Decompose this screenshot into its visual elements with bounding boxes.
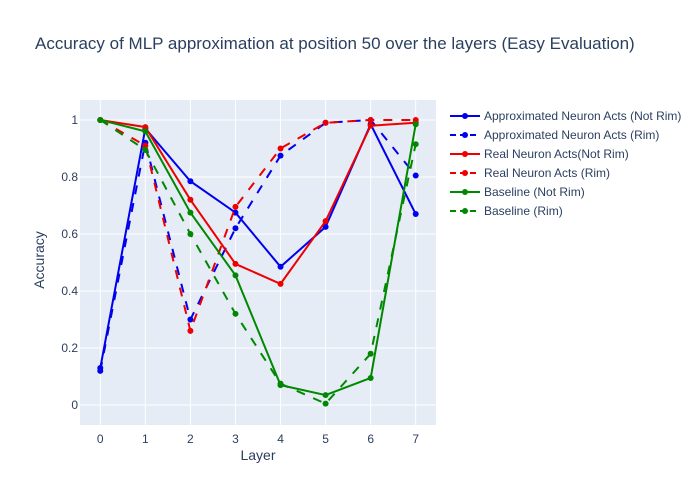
- x-tick-label: 1: [142, 432, 149, 446]
- data-point: [97, 116, 104, 123]
- data-point: [277, 280, 284, 287]
- legend-item[interactable]: Approximated Neuron Acts (Rim): [448, 125, 681, 144]
- legend-swatch: [450, 169, 480, 176]
- data-point: [187, 327, 194, 334]
- data-point: [367, 116, 374, 123]
- legend-item[interactable]: Approximated Neuron Acts (Not Rim): [448, 106, 681, 125]
- data-point: [412, 172, 419, 179]
- x-tick-label: 3: [232, 432, 239, 446]
- data-point: [232, 272, 239, 279]
- series-line: [99, 118, 417, 372]
- legend-item[interactable]: Baseline (Not Rim): [448, 182, 681, 201]
- data-point: [187, 316, 194, 323]
- data-point: [232, 225, 239, 232]
- x-tick-label: 2: [187, 432, 194, 446]
- data-point: [367, 374, 374, 381]
- legend-swatch: [450, 207, 480, 214]
- legend-label: Baseline (Rim): [484, 203, 563, 218]
- legend-swatch: [450, 112, 480, 119]
- data-point: [322, 400, 329, 407]
- data-point: [277, 152, 284, 159]
- data-point: [232, 310, 239, 317]
- data-point: [322, 218, 329, 225]
- data-point: [412, 141, 419, 148]
- series-layer: [97, 116, 419, 407]
- x-tick-label: 6: [367, 432, 374, 446]
- data-point: [322, 392, 329, 399]
- data-point: [277, 380, 284, 387]
- data-point: [142, 146, 149, 153]
- data-point: [142, 142, 149, 149]
- data-point: [187, 230, 194, 237]
- legend-swatch: [450, 188, 480, 195]
- data-point: [277, 263, 284, 270]
- data-point: [232, 209, 239, 216]
- data-point: [412, 116, 419, 123]
- legend-item[interactable]: Baseline (Rim): [448, 201, 681, 220]
- x-tick-label: 0: [97, 432, 104, 446]
- data-point: [277, 145, 284, 152]
- x-axis-title: Layer: [240, 447, 275, 463]
- y-tick-label: 0: [71, 398, 78, 412]
- legend-swatch: [450, 150, 480, 157]
- data-point: [367, 350, 374, 357]
- x-tick-label: 5: [322, 432, 329, 446]
- data-point: [187, 196, 194, 203]
- legend-label: Approximated Neuron Acts (Rim): [484, 127, 660, 142]
- data-point: [97, 367, 104, 374]
- series-6: [97, 116, 419, 407]
- y-axis-title: Accuracy: [31, 231, 47, 289]
- y-tick-label: 1: [71, 113, 78, 127]
- y-tick-label: 0.2: [61, 341, 78, 355]
- legend-item[interactable]: Real Neuron Acts(Not Rim): [448, 144, 681, 163]
- y-tick-label: 0.4: [61, 284, 78, 298]
- legend-label: Real Neuron Acts (Rim): [484, 165, 611, 180]
- legend: Approximated Neuron Acts (Not Rim) Approx…: [448, 106, 681, 220]
- y-tick-label: 0.8: [61, 170, 78, 184]
- chart-title: Accuracy of MLP approximation at positio…: [35, 34, 635, 53]
- grid-layer: [80, 100, 436, 425]
- data-point: [412, 211, 419, 218]
- data-point: [187, 178, 194, 185]
- data-point: [367, 122, 374, 129]
- x-tick-labels: 0 1 2 3 4 5 6 7: [97, 432, 419, 446]
- series-line: [100, 118, 417, 397]
- data-point: [412, 121, 419, 128]
- data-point: [232, 260, 239, 267]
- y-tick-label: 0.6: [61, 227, 78, 241]
- x-tick-label: 7: [412, 432, 419, 446]
- data-point: [322, 119, 329, 126]
- legend-swatch: [450, 131, 480, 138]
- legend-item[interactable]: Real Neuron Acts (Rim): [448, 163, 681, 182]
- series-line: [100, 118, 416, 286]
- data-point: [232, 203, 239, 210]
- data-point: [187, 209, 194, 216]
- data-point: [322, 223, 329, 230]
- data-point: [142, 128, 149, 135]
- x-tick-label: 4: [277, 432, 284, 446]
- plot-background: [80, 100, 436, 425]
- y-tick-labels: 0 0.2 0.4 0.6 0.8 1: [61, 113, 78, 412]
- legend-label: Approximated Neuron Acts (Not Rim): [484, 108, 682, 123]
- data-point: [142, 124, 149, 131]
- legend-label: Real Neuron Acts(Not Rim): [484, 146, 629, 161]
- legend-label: Baseline (Not Rim): [484, 184, 585, 199]
